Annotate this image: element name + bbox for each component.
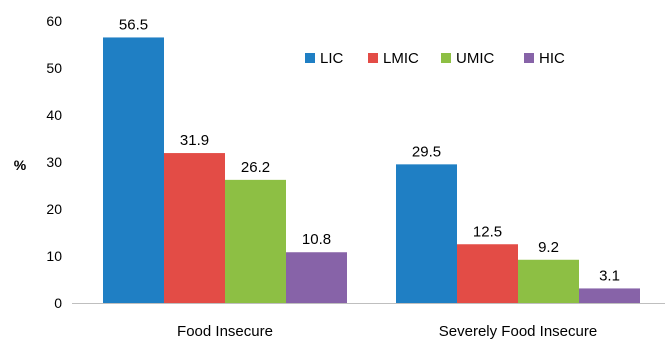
data-label: 3.1: [599, 267, 620, 284]
bar-hic-0: [286, 252, 347, 303]
legend-label-hic: HIC: [539, 50, 565, 67]
data-label: 29.5: [412, 143, 441, 160]
legend-swatch-lmic: [368, 53, 378, 63]
legend-label-lmic: LMIC: [383, 50, 419, 67]
x-axis: Food Insecure Severely Food Insecure: [72, 303, 665, 340]
legend-swatch-umic: [441, 53, 451, 63]
bars: 56.5 31.9 26.2 10.8 29.5 12.5 9.2 3.1: [103, 16, 640, 303]
x-category-label: Food Insecure: [177, 323, 273, 340]
bar-umic-1: [518, 259, 579, 303]
y-tick-label: 10: [46, 248, 62, 264]
bar-lmic-1: [457, 244, 518, 303]
bar-hic-1: [579, 288, 640, 303]
legend-label-umic: UMIC: [456, 50, 494, 67]
bar-lmic-0: [164, 153, 225, 303]
bar-umic-0: [225, 179, 286, 303]
data-label: 9.2: [538, 239, 559, 256]
data-label: 56.5: [119, 16, 148, 33]
x-category-label: Severely Food Insecure: [439, 323, 597, 340]
data-label: 31.9: [180, 132, 209, 149]
data-label: 10.8: [302, 231, 331, 248]
bar-lic-0: [103, 37, 164, 303]
y-axis: 0 10 20 30 40 50 60: [46, 13, 62, 311]
legend-swatch-lic: [305, 53, 315, 63]
legend: LIC LMIC UMIC HIC: [305, 50, 565, 67]
data-label: 26.2: [241, 159, 270, 176]
y-tick-label: 60: [46, 13, 62, 29]
y-axis-label: %: [14, 157, 27, 173]
data-label: 12.5: [473, 223, 502, 240]
y-tick-label: 0: [54, 295, 62, 311]
y-tick-label: 50: [46, 60, 62, 76]
legend-swatch-hic: [524, 53, 534, 63]
bar-lic-1: [396, 164, 457, 303]
legend-label-lic: LIC: [320, 50, 344, 67]
y-tick-label: 40: [46, 107, 62, 123]
y-tick-label: 30: [46, 154, 62, 170]
y-tick-label: 20: [46, 201, 62, 217]
